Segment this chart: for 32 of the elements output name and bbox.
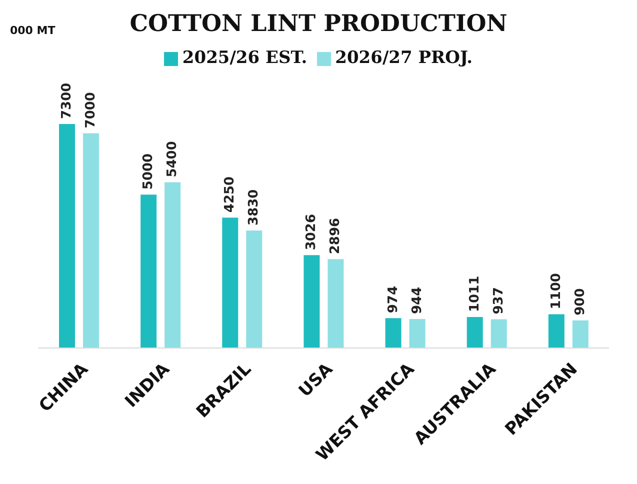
data-label: 944 bbox=[410, 286, 425, 314]
chart-title: COTTON LINT PRODUCTION bbox=[130, 10, 508, 37]
bar bbox=[140, 194, 157, 348]
data-label: 5000 bbox=[141, 153, 156, 190]
data-label: 974 bbox=[386, 286, 401, 314]
bar bbox=[164, 182, 181, 348]
text: 000 MT bbox=[10, 24, 56, 37]
bar bbox=[59, 124, 75, 348]
data-label: 7000 bbox=[84, 92, 98, 128]
bar bbox=[83, 133, 99, 348]
bar bbox=[304, 255, 320, 348]
data-label: 7300 bbox=[60, 82, 74, 119]
data-label: 1100 bbox=[548, 273, 564, 310]
bar bbox=[246, 230, 262, 348]
bar bbox=[548, 314, 564, 348]
data-label: 2896 bbox=[328, 218, 344, 254]
bar bbox=[466, 316, 483, 348]
bar bbox=[385, 318, 402, 348]
data-label: 3830 bbox=[246, 189, 262, 226]
data-label: 900 bbox=[572, 288, 588, 316]
legend-label: 2025/26 EST. bbox=[182, 48, 308, 68]
data-label: 937 bbox=[491, 287, 506, 314]
bar bbox=[490, 319, 507, 348]
bar bbox=[572, 320, 588, 348]
data-label: 5400 bbox=[165, 141, 180, 178]
data-label: 3026 bbox=[304, 214, 320, 250]
data-label: 1011 bbox=[467, 276, 482, 312]
bar bbox=[409, 319, 426, 348]
legend-label: 2026/27 PROJ. bbox=[335, 48, 473, 68]
bar bbox=[222, 218, 238, 348]
data-label: 4250 bbox=[222, 176, 238, 213]
bar bbox=[328, 259, 344, 348]
